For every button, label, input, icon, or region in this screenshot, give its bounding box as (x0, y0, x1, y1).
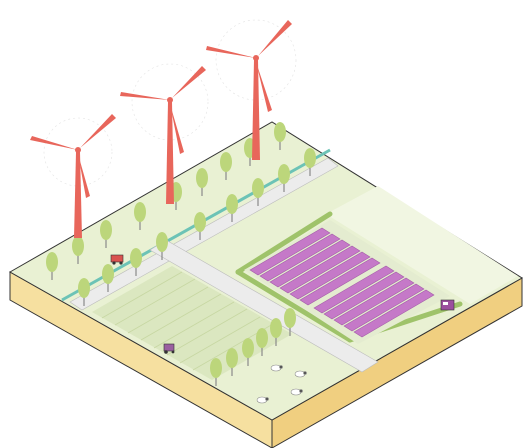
tree-icon (252, 178, 264, 206)
tree-icon (274, 122, 286, 150)
tree-icon (134, 202, 146, 230)
wind-turbine-icon (206, 19, 297, 160)
meadow (326, 186, 518, 304)
tree-icon (284, 308, 296, 336)
tree-icon (102, 264, 114, 292)
tree-icon (242, 338, 254, 366)
sheep-flock (256, 364, 307, 404)
tree-icon (130, 248, 142, 276)
tree-icon (304, 148, 316, 176)
sheep-icon (294, 370, 307, 378)
car-icon (440, 299, 455, 311)
sheep-icon (256, 396, 269, 404)
sheep-icon (290, 388, 303, 396)
tree-icon (278, 164, 290, 192)
tractor-icon (163, 343, 175, 354)
tree-row-north (46, 122, 286, 280)
tree-icon (196, 168, 208, 196)
tree-icon (100, 220, 112, 248)
hedge-south (235, 269, 353, 343)
wind-turbine-icon (120, 63, 209, 204)
tree-row-field-edge (210, 308, 296, 386)
tree-icon (194, 212, 206, 240)
car-icon (110, 254, 124, 265)
tree-icon (210, 358, 222, 386)
tree-icon (156, 232, 168, 260)
tree-icon (256, 328, 268, 356)
tree-icon (220, 152, 232, 180)
crop-field (92, 266, 292, 380)
tree-icon (72, 236, 84, 264)
solar-panel-icon (249, 227, 435, 338)
tree-icon (78, 278, 90, 306)
tree-icon (46, 252, 58, 280)
tree-row-south (78, 148, 316, 306)
main-road (69, 157, 339, 311)
solar-farm (244, 220, 450, 344)
sheep-icon (270, 364, 283, 372)
tree-icon (226, 194, 238, 222)
wind-turbine-icon (30, 114, 116, 238)
tree-icon (226, 348, 238, 376)
tree-icon (270, 318, 282, 346)
hedge-west (235, 211, 333, 275)
